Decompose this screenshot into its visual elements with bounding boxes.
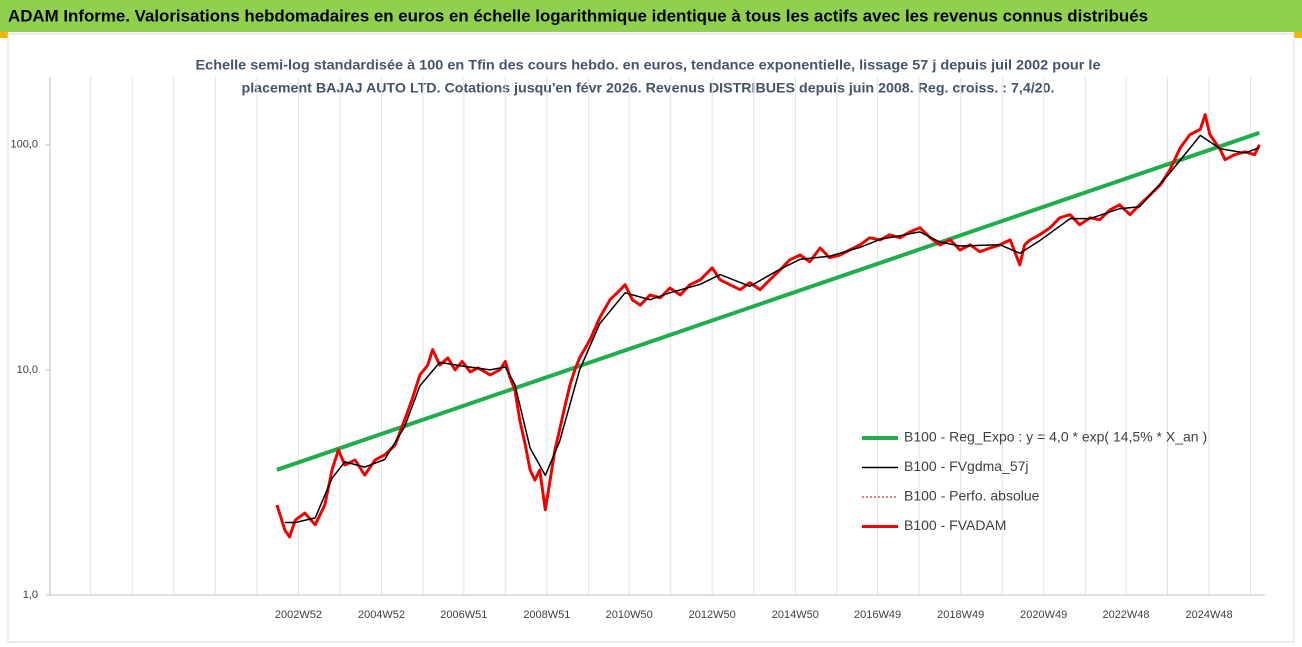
- legend-label: B100 - FVADAM: [904, 517, 1006, 533]
- x-tick-label: 2002W52: [275, 609, 322, 621]
- x-tick-label: 2012W50: [689, 609, 736, 621]
- chart-title: Echelle semi-log standardisée à 100 en T…: [196, 57, 1101, 73]
- plot: [275, 113, 1261, 539]
- chart-subtitle: placement BAJAJ AUTO LTD. Cotations jusq…: [242, 80, 1055, 96]
- x-tick-label: 2024W48: [1186, 609, 1233, 621]
- legend: B100 - Reg_Expo : y = 4,0 * exp( 14,5% *…: [862, 429, 1207, 533]
- x-tick-label: 2010W50: [606, 609, 653, 621]
- x-tick-label: 2022W48: [1102, 609, 1149, 621]
- y-tick-label: 1,0: [23, 589, 38, 601]
- x-tick-label: 2018W49: [937, 609, 984, 621]
- x-tick-label: 2016W49: [854, 609, 901, 621]
- chart-frame: [7, 33, 1295, 643]
- x-tick-label: 2006W51: [440, 609, 487, 621]
- x-tick-label: 2004W52: [358, 609, 405, 621]
- grid: 2002W52 2004W52 2006W51 2008W51 2010W50 2012W…: [10, 77, 1265, 621]
- y-tick-label: 100,0: [10, 139, 38, 151]
- corner: [1294, 32, 1302, 38]
- series-line: [275, 113, 1261, 539]
- legend-label: B100 - FVgdma_57j: [904, 458, 1029, 474]
- header-bar: [0, 0, 1302, 32]
- series-line: [284, 134, 1260, 524]
- corner: [0, 32, 8, 38]
- x-tick-label: 2008W51: [523, 609, 570, 621]
- x-tick-label: 2014W50: [772, 609, 819, 621]
- legend-label: B100 - Reg_Expo : y = 4,0 * exp( 14,5% *…: [904, 429, 1207, 445]
- y-tick-label: 10,0: [17, 364, 38, 376]
- legend-label: B100 - Perfo. absolue: [904, 488, 1040, 504]
- header-title: ADAM Informe. Valorisations hebdomadaire…: [8, 6, 1148, 25]
- series-line: [276, 130, 1261, 472]
- x-tick-label: 2020W49: [1020, 609, 1067, 621]
- series-line: [276, 114, 1260, 538]
